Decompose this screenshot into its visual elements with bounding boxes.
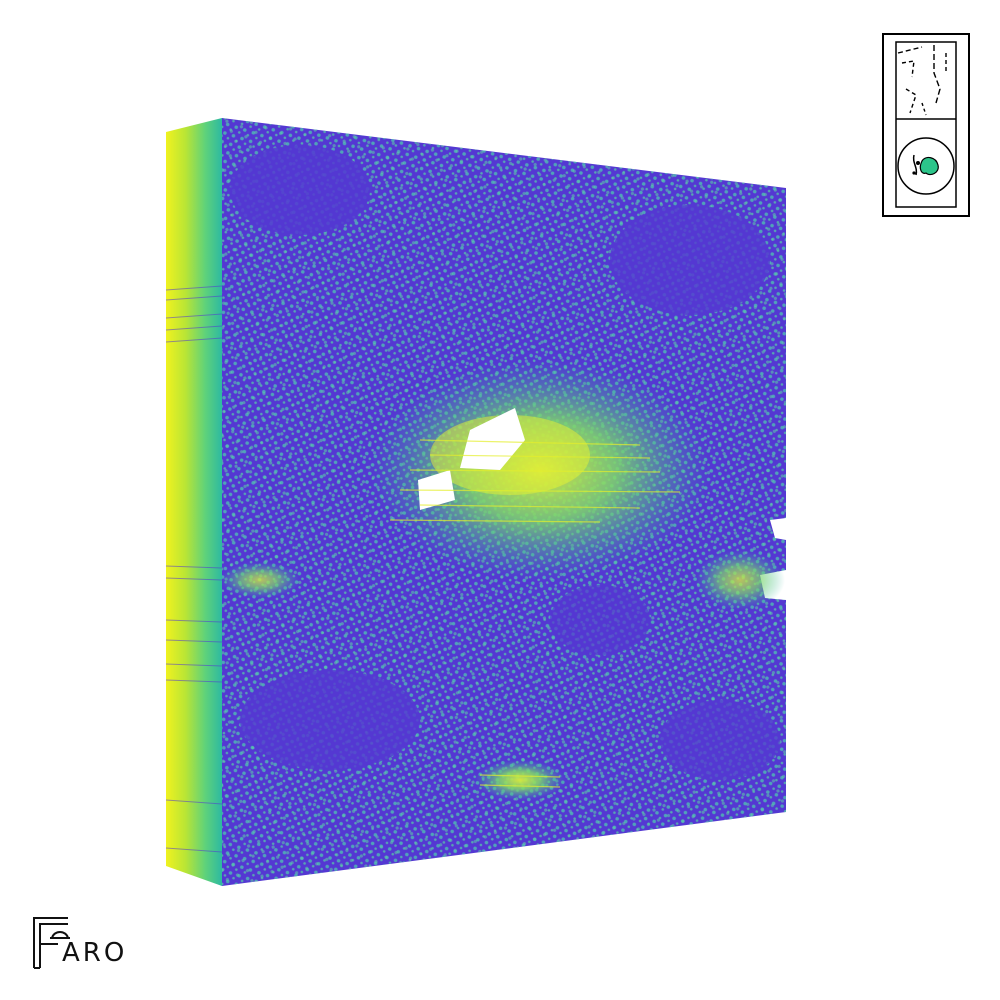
faro-logo-mark [33,917,70,969]
top-face-icon[interactable] [897,45,947,116]
scan-front-face [222,118,786,886]
faro-logo [28,912,168,974]
front-face-icon[interactable] [897,137,955,195]
view-cube[interactable] [882,33,970,217]
logo-text: ARO [62,938,128,968]
scan-side-face [165,118,223,886]
